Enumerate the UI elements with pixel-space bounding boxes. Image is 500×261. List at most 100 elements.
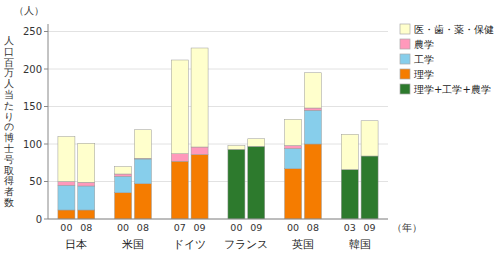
annotation: （人）: [14, 5, 44, 16]
bar-segment: [248, 139, 265, 147]
group-label: 韓国: [349, 238, 371, 251]
y-tick-label: 50: [29, 176, 42, 187]
legend-swatch: [400, 84, 410, 94]
bar-segment: [228, 146, 245, 150]
legend-label: 理学: [414, 69, 434, 80]
x-tick-label: 08: [80, 222, 92, 233]
group-label: ドイツ: [173, 238, 206, 251]
bar-segment: [115, 176, 132, 193]
bar-segment: [228, 149, 245, 219]
y-axis-label-char: 万: [4, 67, 14, 78]
bar-segment: [285, 169, 302, 219]
bar-segment: [58, 137, 75, 182]
y-axis-label-char: 数: [4, 197, 14, 208]
bar-segment: [115, 193, 132, 219]
y-axis-label-char: 取: [4, 165, 14, 176]
legend-swatch: [400, 54, 410, 64]
bar-segment: [248, 146, 265, 219]
legend-label: 農学: [414, 39, 434, 50]
y-axis-label-char: た: [4, 100, 14, 111]
y-axis-label: 人口百万人当たりの博士号取得者数: [4, 35, 14, 208]
grid-line: [48, 106, 388, 107]
x-ticks: 000800080709000900080309日本米国ドイツフランス英国韓国: [60, 222, 375, 251]
legend-swatch: [400, 24, 410, 34]
x-tick-label: 08: [307, 222, 319, 233]
bar-segment: [58, 185, 75, 210]
bar-segment: [115, 167, 132, 175]
y-axis-label-char: り: [4, 111, 14, 122]
y-axis-label-char: 当: [4, 89, 14, 100]
y-tick: [44, 144, 48, 145]
y-tick: [44, 219, 48, 220]
y-ticks: 0 50 100 150 200 250: [23, 26, 48, 225]
bar-segment: [285, 119, 302, 145]
bar-segment: [341, 170, 358, 220]
bar-segment: [171, 154, 188, 162]
y-axis-label-char: 者: [4, 186, 14, 197]
bar-segment: [78, 210, 95, 219]
y-axis-label-char: 人: [4, 35, 14, 46]
y-axis-label-char: 百: [4, 57, 14, 68]
y-tick-label: 100: [23, 139, 42, 150]
x-tick-label: 08: [137, 222, 149, 233]
bar-segment: [115, 174, 132, 176]
y-axis-label-char: の: [4, 121, 14, 132]
bar-segment: [304, 110, 321, 144]
bar-segment: [361, 156, 378, 219]
bar-segment: [58, 210, 75, 219]
x-tick-label: 03: [344, 222, 356, 233]
chart: 050100150200250000800080709000900080309日…: [0, 0, 500, 261]
grid: [48, 32, 388, 220]
legend: 医・歯・薬・保健農学工学理学理学+工学+農学: [400, 24, 494, 95]
y-axis-label-char: 人: [4, 78, 14, 89]
bar-segment: [134, 184, 151, 219]
y-axis: [48, 24, 49, 219]
x-tick-label: 09: [194, 222, 206, 233]
bar-segment: [285, 146, 302, 149]
bars: [58, 48, 378, 219]
bar-segment: [134, 130, 151, 159]
y-axis-label-char: 得: [4, 175, 14, 186]
x-tick-label: 09: [250, 222, 262, 233]
x-axis-label: （年）: [392, 222, 422, 233]
y-tick: [44, 31, 48, 32]
legend-swatch: [400, 69, 410, 79]
y-tick-label: 250: [23, 26, 42, 37]
bar-segment: [341, 134, 358, 169]
bar-segment: [191, 155, 208, 220]
x-tick-label: 00: [117, 222, 129, 233]
bar-segment: [304, 108, 321, 110]
grid-line: [48, 219, 388, 220]
bar-segment: [171, 161, 188, 219]
bar-segment: [304, 73, 321, 108]
bar-segment: [58, 182, 75, 186]
y-axis-label-char: 博: [4, 132, 14, 143]
legend-label: 理学+工学+農学: [414, 84, 491, 95]
y-axis-label-char: 士: [4, 143, 14, 154]
grid-line: [48, 31, 388, 32]
group-label: 日本: [65, 238, 87, 251]
grid-line: [48, 181, 388, 182]
y-tick-label: 0: [36, 214, 42, 225]
bar-segment: [361, 121, 378, 156]
y-tick: [44, 181, 48, 182]
x-tick-label: 09: [364, 222, 376, 233]
x-tick-label: 07: [174, 222, 186, 233]
bar-segment: [78, 182, 95, 186]
y-tick-label: 200: [23, 64, 42, 75]
legend-swatch: [400, 39, 410, 49]
y-axis-label-char: 号: [4, 154, 14, 165]
legend-label: 医・歯・薬・保健: [414, 24, 494, 35]
x-axis: [48, 219, 388, 220]
bar-segment: [191, 147, 208, 155]
bar-segment: [78, 186, 95, 210]
y-tick-label: 150: [23, 101, 42, 112]
y-tick: [44, 69, 48, 70]
bar-segment: [171, 60, 188, 154]
bar-segment: [134, 159, 151, 184]
y-tick: [44, 106, 48, 107]
x-tick-label: 00: [60, 222, 72, 233]
group-label: 英国: [292, 238, 314, 251]
grid-line: [48, 69, 388, 70]
bar-segment: [191, 48, 208, 147]
